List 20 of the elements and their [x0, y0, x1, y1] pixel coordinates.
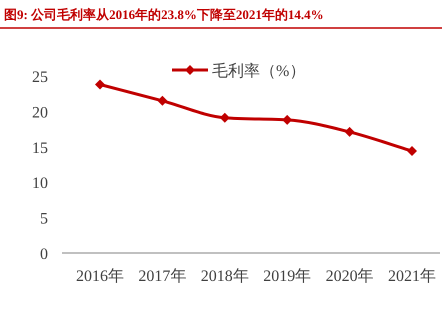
x-tick-label: 2020年: [326, 268, 374, 285]
x-tick-label: 2021年: [388, 268, 436, 285]
point: [157, 96, 168, 106]
x-tick-label: 2019年: [263, 268, 312, 285]
point: [344, 126, 355, 137]
point: [95, 79, 105, 90]
y-tick-label: 5: [40, 210, 48, 228]
legend-label: 毛利率（%）: [212, 62, 306, 80]
x-tick-label: 2016年: [76, 268, 124, 285]
point: [282, 114, 292, 125]
y-tick-label: 0: [40, 246, 48, 263]
point: [220, 112, 230, 123]
x-tick-label: 2018年: [200, 268, 249, 285]
y-tick-label: 25: [32, 69, 48, 86]
x-tick-label: 2017年: [138, 268, 186, 285]
y-tick-label: 10: [32, 175, 48, 192]
y-tick-label: 20: [32, 104, 48, 122]
chart-title: 图9: 公司毛利率从2016年的23.8%下降至2021年的14.4%: [4, 7, 324, 22]
y-tick-label: 15: [32, 140, 48, 157]
point: [407, 146, 417, 156]
